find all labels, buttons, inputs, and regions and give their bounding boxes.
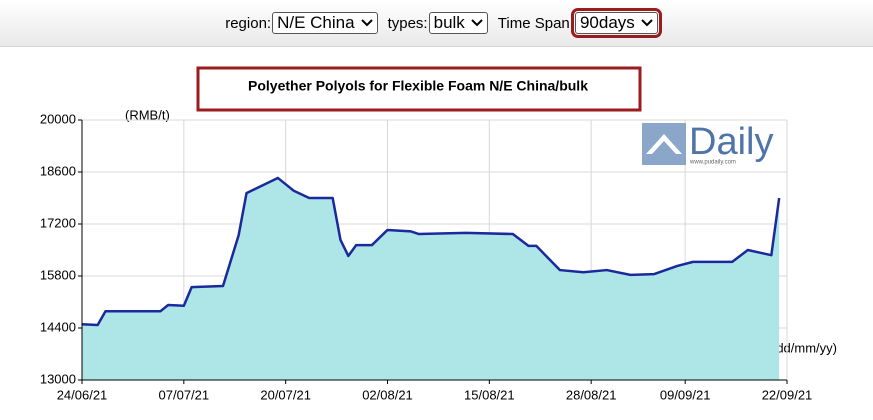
line — [81, 176, 781, 327]
region-value: N/E China — [277, 13, 355, 32]
span-select[interactable]: 90days — [570, 8, 662, 38]
chevron — [360, 19, 373, 27]
area — [82, 177, 780, 380]
logo: Daily www.pudaily.com — [642, 121, 773, 166]
types-select[interactable]: bulk — [428, 12, 488, 34]
logo-url: www.pudaily.com — [689, 160, 736, 166]
x-tick-label: 09/09/21 — [660, 387, 711, 402]
x-tick-label: 20/07/21 — [260, 387, 311, 402]
y-tick-label: 17200 — [40, 215, 76, 230]
title-box — [196, 66, 642, 112]
y-tick-label: 14400 — [40, 319, 76, 334]
region-select[interactable]: N/E China — [272, 12, 378, 34]
logo-name: Daily — [689, 121, 773, 163]
filter-bar: region: N/E China types: bulk Time Span:… — [0, 0, 873, 47]
region-label: region: — [225, 14, 272, 32]
chart-title: Polyether Polyols for Flexible Foam N/E … — [248, 78, 588, 94]
y-axis-label: (RMB/t) — [125, 107, 170, 122]
span-label: Time Span: — [497, 14, 574, 32]
chevron — [641, 19, 653, 27]
x-tick-label: 24/06/21 — [57, 387, 108, 402]
chart: Polyether Polyols for Flexible Foam N/E … — [40, 66, 837, 402]
x-tick-label: 02/08/21 — [362, 387, 413, 402]
x-tick-label: 07/07/21 — [159, 387, 210, 402]
x-tick-label: 22/09/21 — [762, 387, 813, 402]
logo-shape — [646, 134, 682, 154]
span-value: 90days — [579, 13, 635, 32]
x-tick-label: 15/08/21 — [464, 387, 515, 402]
types-value: bulk — [433, 13, 465, 32]
types-label: types: — [387, 14, 428, 32]
x-tick-label: 28/08/21 — [566, 387, 617, 402]
y-tick-label: 13000 — [40, 371, 76, 386]
y-tick-label: 18600 — [40, 163, 76, 178]
logo-icon — [642, 123, 686, 165]
x-axis-label: (dd/mm/yy) — [772, 340, 837, 355]
chevron — [471, 19, 483, 27]
y-tick-label: 20000 — [40, 111, 76, 126]
y-tick-label: 15800 — [40, 267, 76, 282]
